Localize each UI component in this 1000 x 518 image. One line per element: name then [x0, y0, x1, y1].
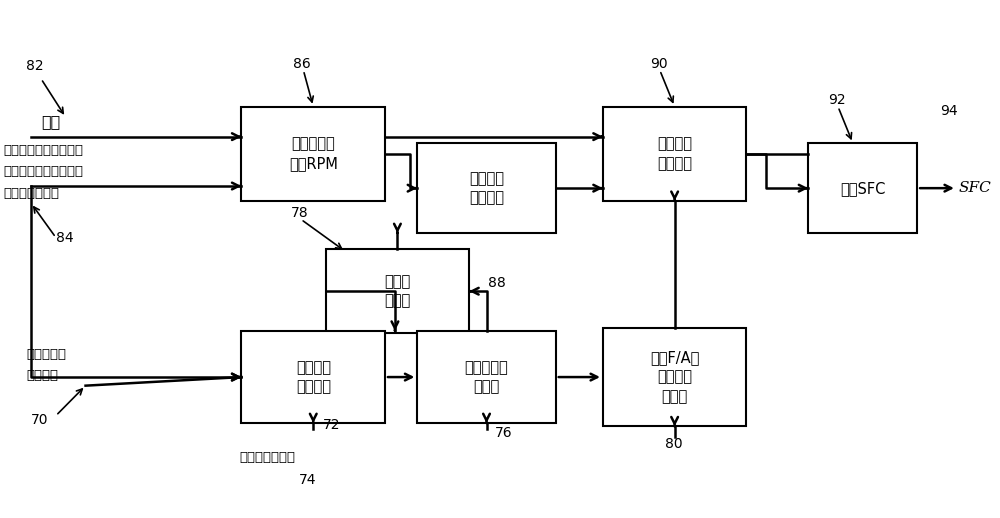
FancyBboxPatch shape — [603, 107, 746, 201]
Text: 86: 86 — [293, 57, 311, 71]
FancyBboxPatch shape — [241, 107, 385, 201]
Text: 78: 78 — [291, 206, 309, 220]
Text: 所请求的发: 所请求的发 — [26, 348, 66, 361]
FancyBboxPatch shape — [417, 143, 556, 233]
Text: 转换成指
示的扭矩: 转换成指 示的扭矩 — [296, 359, 331, 395]
Text: 94: 94 — [940, 104, 958, 118]
Text: 80: 80 — [665, 437, 682, 451]
FancyBboxPatch shape — [326, 249, 469, 333]
Text: 计算SFC: 计算SFC — [840, 181, 885, 196]
Text: 72: 72 — [323, 418, 341, 431]
Text: 传动比：当前传动比、: 传动比：当前传动比、 — [3, 144, 83, 157]
Text: 90: 90 — [650, 57, 667, 71]
Text: 更新损
失估计: 更新损 失估计 — [384, 274, 411, 309]
Text: 82: 82 — [26, 59, 44, 73]
Text: 70: 70 — [31, 413, 49, 427]
Text: 76: 76 — [494, 426, 512, 440]
Text: SFC: SFC — [959, 181, 992, 195]
Text: 相邻的高挡传动比、相: 相邻的高挡传动比、相 — [3, 165, 83, 178]
Text: 初始的损失估计: 初始的损失估计 — [239, 451, 295, 464]
FancyBboxPatch shape — [417, 331, 556, 423]
FancyBboxPatch shape — [241, 331, 385, 423]
Text: 计算燃料
消耗速率: 计算燃料 消耗速率 — [657, 136, 692, 171]
Text: 车速: 车速 — [41, 114, 60, 129]
Text: 通过F/A比
计算燃料
消耗量: 通过F/A比 计算燃料 消耗量 — [650, 350, 699, 405]
Text: 通过传动比
计算RPM: 通过传动比 计算RPM — [289, 136, 338, 171]
FancyBboxPatch shape — [808, 143, 917, 233]
Text: 88: 88 — [488, 276, 506, 290]
Text: 92: 92 — [828, 93, 846, 107]
FancyBboxPatch shape — [603, 328, 746, 426]
Text: 计算负载、
进气量: 计算负载、 进气量 — [465, 359, 508, 395]
Text: 计算所请
求的功率: 计算所请 求的功率 — [469, 171, 504, 206]
Text: 邻的低挡传动比: 邻的低挡传动比 — [3, 187, 59, 200]
Text: 74: 74 — [298, 473, 316, 487]
Text: 84: 84 — [56, 231, 73, 245]
Text: 动机扭矩: 动机扭矩 — [26, 369, 58, 382]
